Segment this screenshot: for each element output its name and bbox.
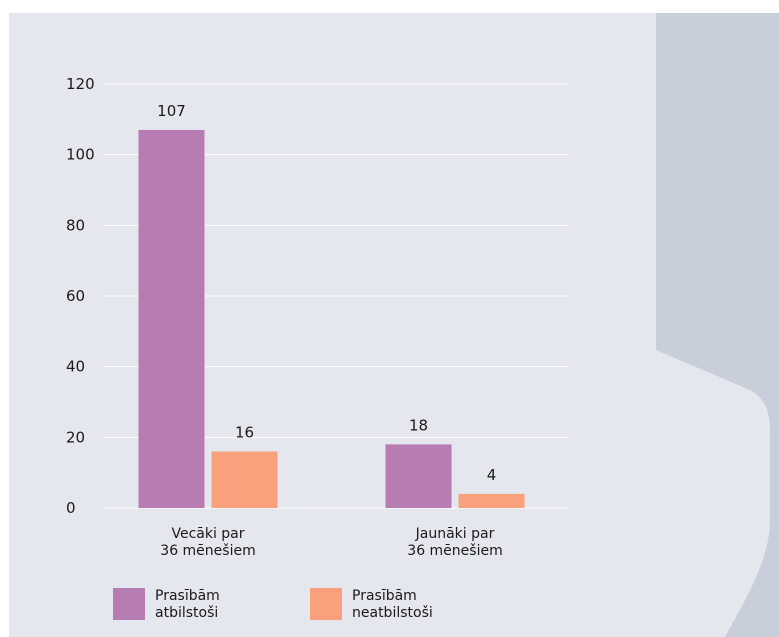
y-tick-label-100: 100 <box>66 146 95 164</box>
category-label-2-line-1: Jaunāki par <box>415 526 495 542</box>
y-tick-label-60: 60 <box>66 287 85 305</box>
y-tick-label-0: 0 <box>66 499 76 517</box>
y-tick-label-20: 20 <box>66 428 85 446</box>
category-label-1-line-1: Vecāki par <box>171 526 244 542</box>
data-label-s2-c1: 16 <box>235 423 254 441</box>
data-label-s2-c2: 4 <box>487 466 497 484</box>
category-label-2-line-2: 36 mēnešiem <box>407 543 502 559</box>
bar-s1-c1 <box>138 129 205 508</box>
category-label-1: Vecāki par 36 mēnešiem <box>160 526 255 559</box>
data-labels: 107 16 18 4 <box>157 102 496 484</box>
legend-swatch-2 <box>310 588 342 620</box>
legend-item-2: Prasībām neatbilstoši <box>310 588 462 622</box>
legend-label-2: Prasībām neatbilstoši <box>352 588 433 621</box>
y-tick-label-80: 80 <box>66 216 85 234</box>
bars <box>138 129 525 508</box>
category-label-1-line-2: 36 mēnešiem <box>160 543 255 559</box>
y-tick-label-40: 40 <box>66 358 85 376</box>
category-label-2: Jaunāki par 36 mēnešiem <box>407 526 502 559</box>
chart-panel <box>9 13 779 637</box>
bar-s2-c2 <box>458 493 525 508</box>
bar-s2-c1 <box>211 451 278 508</box>
data-label-s1-c2: 18 <box>409 416 428 434</box>
sidebar-curve <box>656 13 779 637</box>
bar-s1-c2 <box>385 444 452 508</box>
y-tick-labels: 0 20 40 60 80 100 120 <box>66 75 95 517</box>
data-label-s1-c1: 107 <box>157 102 186 120</box>
legend-swatch-1 <box>113 588 145 620</box>
y-tick-label-120: 120 <box>66 75 95 93</box>
legend-item-1: Prasībām atbilstoši <box>113 588 265 622</box>
legend-label-1: Prasībām atbilstoši <box>155 588 220 621</box>
